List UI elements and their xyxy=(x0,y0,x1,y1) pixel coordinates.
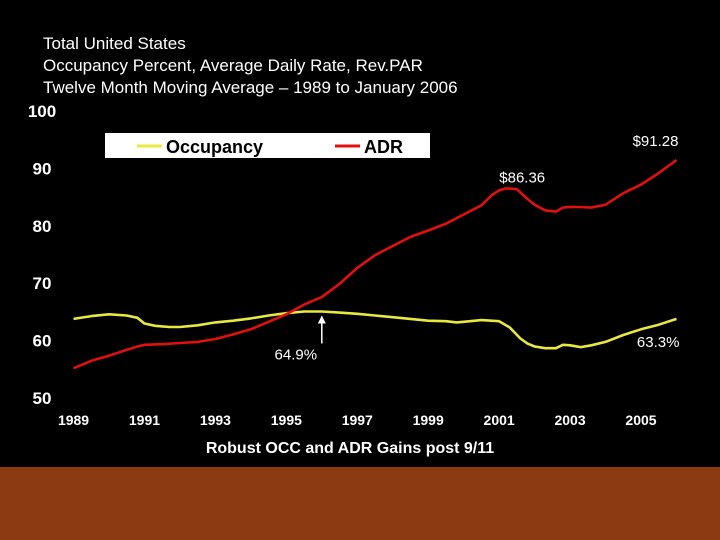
annotation-occ-arrow-head xyxy=(317,315,326,324)
x-axis-label: Robust OCC and ADR Gains post 9/11 xyxy=(206,440,494,457)
annotation-adr-peak: $86.36 xyxy=(499,169,545,186)
annotation-occ-peak: 64.9% xyxy=(275,346,318,363)
x-tick-label: 1989 xyxy=(58,412,89,428)
footer-band xyxy=(0,467,720,540)
legend-label-adr: ADR xyxy=(364,137,403,157)
annotation-occ-end: 63.3% xyxy=(637,334,680,351)
title-line-1: Total United States xyxy=(43,34,186,53)
y-tick-label: 90 xyxy=(33,159,52,178)
x-tick-label: 2005 xyxy=(625,412,656,428)
x-tick-label: 1999 xyxy=(413,412,444,428)
y-tick-label: 50 xyxy=(33,389,52,408)
series-line-occupancy xyxy=(73,310,677,350)
title-line-2: Occupancy Percent, Average Daily Rate, R… xyxy=(43,56,423,75)
series-line-adr xyxy=(72,159,678,370)
line-chart: 50 60 70 80 90 100 1989 1991 1993 1995 1997 1999 200… xyxy=(28,102,680,457)
x-tick-label: 2001 xyxy=(484,412,515,428)
x-tick-label: 2003 xyxy=(554,412,585,428)
title-line-3: Twelve Month Moving Average – 1989 to Ja… xyxy=(43,78,458,97)
y-tick-label: 100 xyxy=(28,102,56,121)
y-tick-label: 70 xyxy=(33,274,52,293)
x-tick-label: 1995 xyxy=(271,412,302,428)
x-tick-label: 1991 xyxy=(129,412,160,428)
legend-label-occupancy: Occupancy xyxy=(166,137,263,157)
x-tick-label: 1993 xyxy=(200,412,231,428)
annotation-adr-end: $91.28 xyxy=(633,133,679,150)
y-tick-label: 60 xyxy=(33,332,52,351)
x-tick-label: 1997 xyxy=(342,412,373,428)
y-tick-label: 80 xyxy=(33,217,52,236)
